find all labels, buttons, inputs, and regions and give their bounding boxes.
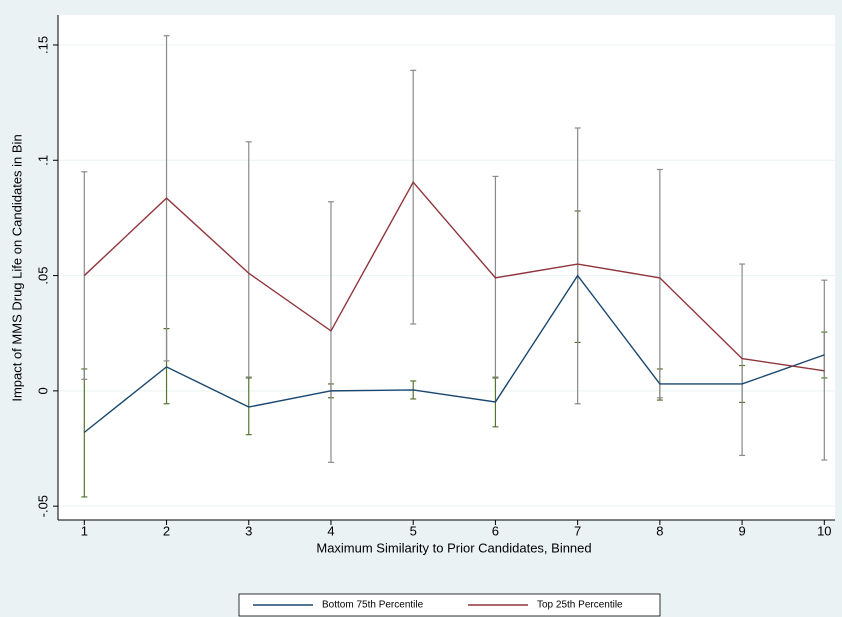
plot-area	[58, 15, 835, 520]
x-tick-label: 5	[410, 523, 417, 538]
y-tick-label: -.05	[35, 495, 50, 517]
x-tick-label: 9	[738, 523, 745, 538]
x-tick-label: 1	[81, 523, 88, 538]
x-tick-label: 3	[245, 523, 252, 538]
y-axis-title: Impact of MMS Drug Life on Candidates in…	[9, 134, 24, 401]
legend	[238, 593, 661, 617]
x-axis-title: Maximum Similarity to Prior Candidates, …	[316, 540, 591, 555]
y-tick-label: 0	[35, 387, 50, 394]
series-line	[83, 274, 825, 433]
x-tick-label: 4	[327, 523, 334, 538]
x-tick-label: 10	[817, 523, 831, 538]
series-line	[83, 180, 825, 372]
y-tick-label: .05	[35, 267, 50, 285]
x-tick-label: 6	[492, 523, 499, 538]
legend-label: Top 25th Percentile	[537, 600, 623, 611]
x-tick-label: 7	[574, 523, 581, 538]
x-tick-label: 2	[163, 523, 170, 538]
x-tick-label: 8	[656, 523, 663, 538]
legend-label: Bottom 75th Percentile	[322, 600, 424, 611]
y-tick-label: .1	[35, 155, 50, 166]
y-tick-label: .15	[35, 36, 50, 54]
